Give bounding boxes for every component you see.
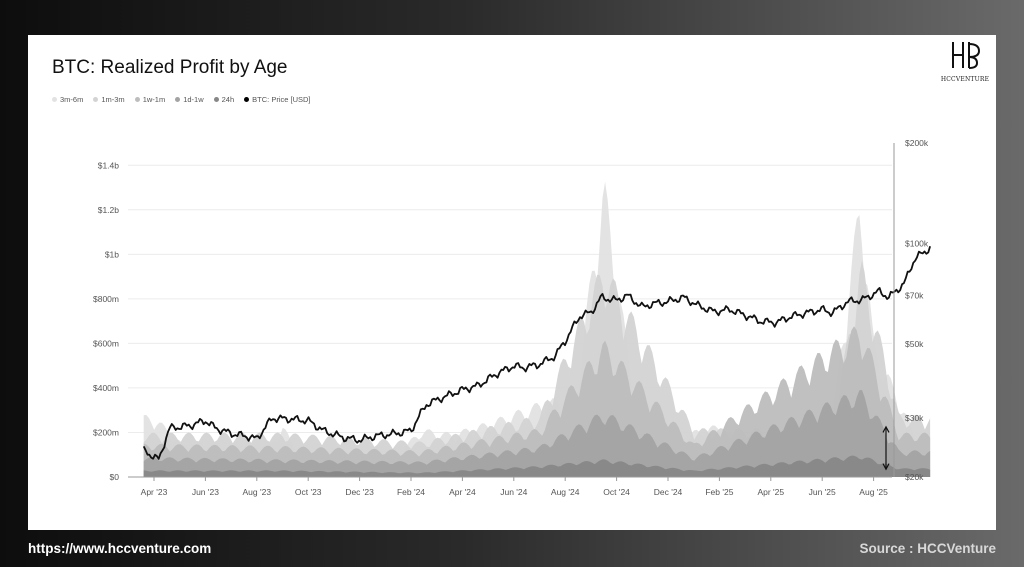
legend-item-1d-1w[interactable]: 1d-1w bbox=[175, 95, 204, 104]
x-tick-label: Oct '23 bbox=[295, 487, 322, 497]
x-tick-label: Aug '25 bbox=[859, 487, 888, 497]
y-right-tick-label: $70k bbox=[905, 290, 924, 300]
legend-item-3m-6m[interactable]: 3m-6m bbox=[52, 95, 83, 104]
chart-title: BTC: Realized Profit by Age bbox=[52, 57, 288, 78]
area-series-layer bbox=[143, 181, 931, 478]
x-tick-label: Aug '24 bbox=[551, 487, 580, 497]
x-tick-label: Apr '23 bbox=[141, 487, 168, 497]
y-left-tick-label: $800m bbox=[93, 294, 119, 304]
arrow-head-down-icon bbox=[882, 463, 890, 471]
legend-item-1m-3m[interactable]: 1m-3m bbox=[93, 95, 125, 104]
x-tick-label: Apr '24 bbox=[449, 487, 476, 497]
y-left-tick-label: $1.2b bbox=[98, 205, 120, 215]
y-left-tick-label: $400m bbox=[93, 383, 119, 393]
price-line-layer bbox=[142, 246, 931, 460]
logo: HCCVENTURE bbox=[940, 39, 990, 85]
legend-item-btc-price[interactable]: BTC: Price [USD] bbox=[244, 95, 311, 104]
x-tick-label: Aug '23 bbox=[243, 487, 272, 497]
legend-label: 24h bbox=[221, 95, 235, 104]
legend-item-1w-1m[interactable]: 1w-1m bbox=[134, 95, 166, 104]
axes: $0 $200m $400m $600m $800m $1b $1.2b $1.4b $20k $… bbox=[93, 138, 929, 497]
y-left-tick-label: $200m bbox=[93, 427, 119, 437]
legend-label: 1m-3m bbox=[101, 95, 125, 104]
y-right-tick-label: $200k bbox=[905, 138, 929, 148]
x-tick-label: Jun '23 bbox=[192, 487, 219, 497]
area-series-24h bbox=[143, 455, 931, 477]
footer-source: Source : HCCVenture bbox=[859, 541, 996, 556]
legend-item-24h[interactable]: 24h bbox=[213, 95, 235, 104]
x-tick-label: Dec '24 bbox=[654, 487, 683, 497]
x-tick-label: Feb '24 bbox=[397, 487, 425, 497]
legend-label: 1d-1w bbox=[183, 95, 204, 104]
area-series-1w-1m bbox=[143, 326, 931, 477]
legend-swatch bbox=[134, 97, 140, 102]
y-left-tick-label: $0 bbox=[110, 472, 120, 482]
x-tick-label: Jun '24 bbox=[500, 487, 527, 497]
logo-text: HCCVENTURE bbox=[940, 76, 990, 83]
y-left-tick-label: $1.4b bbox=[98, 160, 120, 170]
legend-label: 1w-1m bbox=[142, 95, 166, 104]
legend-swatch bbox=[175, 97, 181, 102]
legend-label: 3m-6m bbox=[60, 95, 84, 104]
legend-swatch bbox=[213, 97, 219, 102]
legend-swatch bbox=[93, 97, 99, 102]
chart-legend: 3m-6m 1m-3m 1w-1m 1d-1w 24h BTC: Price [… bbox=[52, 95, 311, 104]
legend-swatch bbox=[52, 97, 57, 102]
x-tick-label: Apr '25 bbox=[757, 487, 784, 497]
x-tick-label: Feb '25 bbox=[705, 487, 733, 497]
area-series-1d-1w bbox=[143, 390, 931, 477]
y-right-tick-label: $20k bbox=[905, 472, 924, 482]
chart-card: BTC: Realized Profit by Age 3m-6m 1m-3m … bbox=[28, 35, 996, 530]
footer-website-link[interactable]: https://www.hccventure.com bbox=[28, 541, 212, 556]
arrow-head-up-icon bbox=[882, 425, 890, 433]
y-right-tick-label: $100k bbox=[905, 239, 929, 249]
y-left-tick-label: $600m bbox=[93, 338, 119, 348]
y-right-tick-label: $50k bbox=[905, 339, 924, 349]
logo-mark-icon bbox=[952, 42, 981, 69]
y-right-tick-label: $30k bbox=[905, 413, 924, 423]
x-tick-label: Oct '24 bbox=[603, 487, 630, 497]
y-left-tick-label: $1b bbox=[105, 249, 119, 259]
x-tick-label: Jun '25 bbox=[809, 487, 836, 497]
x-tick-label: Dec '23 bbox=[345, 487, 374, 497]
legend-label: BTC: Price [USD] bbox=[252, 95, 311, 104]
legend-swatch bbox=[244, 97, 250, 102]
chart-plot: $0 $200m $400m $600m $800m $1b $1.2b $1.4b $20k $… bbox=[93, 138, 931, 497]
price-line bbox=[142, 246, 931, 460]
